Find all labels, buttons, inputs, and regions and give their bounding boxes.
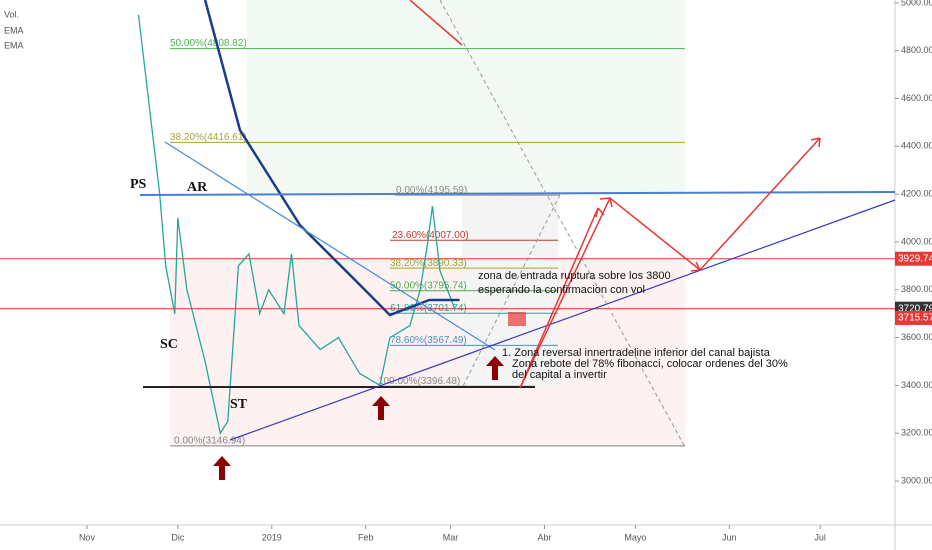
arrow-head [595,137,821,272]
fib-label: 23.60%(4007.00) [392,230,469,241]
annotation: zona de entrada ruptura sobre los 3800 [478,270,671,282]
fib-label: 50.00%(3795.74) [390,280,467,291]
y-tick-label: 4000.00 [901,236,932,246]
y-tick-label: 3000.00 [901,475,932,485]
annotation: esperando la confirmacion con vol [478,284,645,296]
annotation: SC [160,337,178,352]
y-tick-label: 4800.00 [901,45,932,55]
x-tick-label: Jun [722,532,737,542]
resistance-line [139,191,896,196]
price-label: 3929.74 [898,253,932,264]
x-tick-label: Mar [443,532,459,542]
up-arrow [486,356,504,380]
x-tick-label: Nov [79,532,96,542]
y-tick-label: 4600.00 [901,93,932,103]
y-tick-label: 5000.00 [901,0,932,7]
price-tag [895,251,932,266]
y-tick-label: 4400.00 [901,141,932,151]
x-tick-label: Mayo [624,532,646,542]
price-tag [895,310,932,325]
fib-label: 50.00%(4808.82) [170,38,247,49]
trend-line [409,0,463,46]
fib-label: 100.00%(3396.48) [378,376,460,387]
fib-label: 38.20%(4416.61) [170,132,247,143]
arrows [213,356,504,480]
marker [508,312,526,326]
legend: EMA [4,40,24,50]
series-line [137,14,456,435]
trend-line [439,0,686,448]
projection [519,207,599,389]
fib-label: 0.00%(4195.59) [396,185,467,196]
x-tick-label: Jul [814,532,826,542]
annotation: ST [230,397,248,412]
up-arrow [213,456,231,480]
annotation: 1. Zona reversal innertradeline inferior… [502,347,771,359]
fib-label: 0.00%(3146.94) [174,436,245,447]
y-tick-label: 3600.00 [901,332,932,342]
annotation: PS [130,177,147,192]
legend: Vol. [4,9,19,19]
trend-line [229,199,896,441]
y-tick-label: 3200.00 [901,428,932,438]
fib-zone [247,0,685,195]
y-tick-label: 3400.00 [901,380,932,390]
channel-line [164,141,496,351]
fib-label: 78.60%(3567.49) [390,335,467,346]
legend: EMA [4,25,24,35]
x-tick-label: Abr [537,532,551,542]
y-tick-label: 3800.00 [901,284,932,294]
price-label: 3720.79 [898,303,932,314]
x-tick-label: Feb [358,532,374,542]
x-tick-label: 2019 [262,532,282,542]
up-arrow [372,396,390,420]
projection [519,137,821,389]
series-line [203,0,460,317]
fib-label: 38.20%(3890.33) [390,258,467,269]
annotation: AR [187,180,208,195]
x-tick-label: Dic [171,532,184,542]
price-label: 3715.57 [898,313,932,324]
trend-line [461,194,561,389]
annotation: del capital a invertir [512,369,607,381]
fib-zone [462,195,558,388]
annotation: Zona rebote del 78% fibonacci, colocar o… [512,358,788,370]
y-tick-label: 4200.00 [901,189,932,199]
